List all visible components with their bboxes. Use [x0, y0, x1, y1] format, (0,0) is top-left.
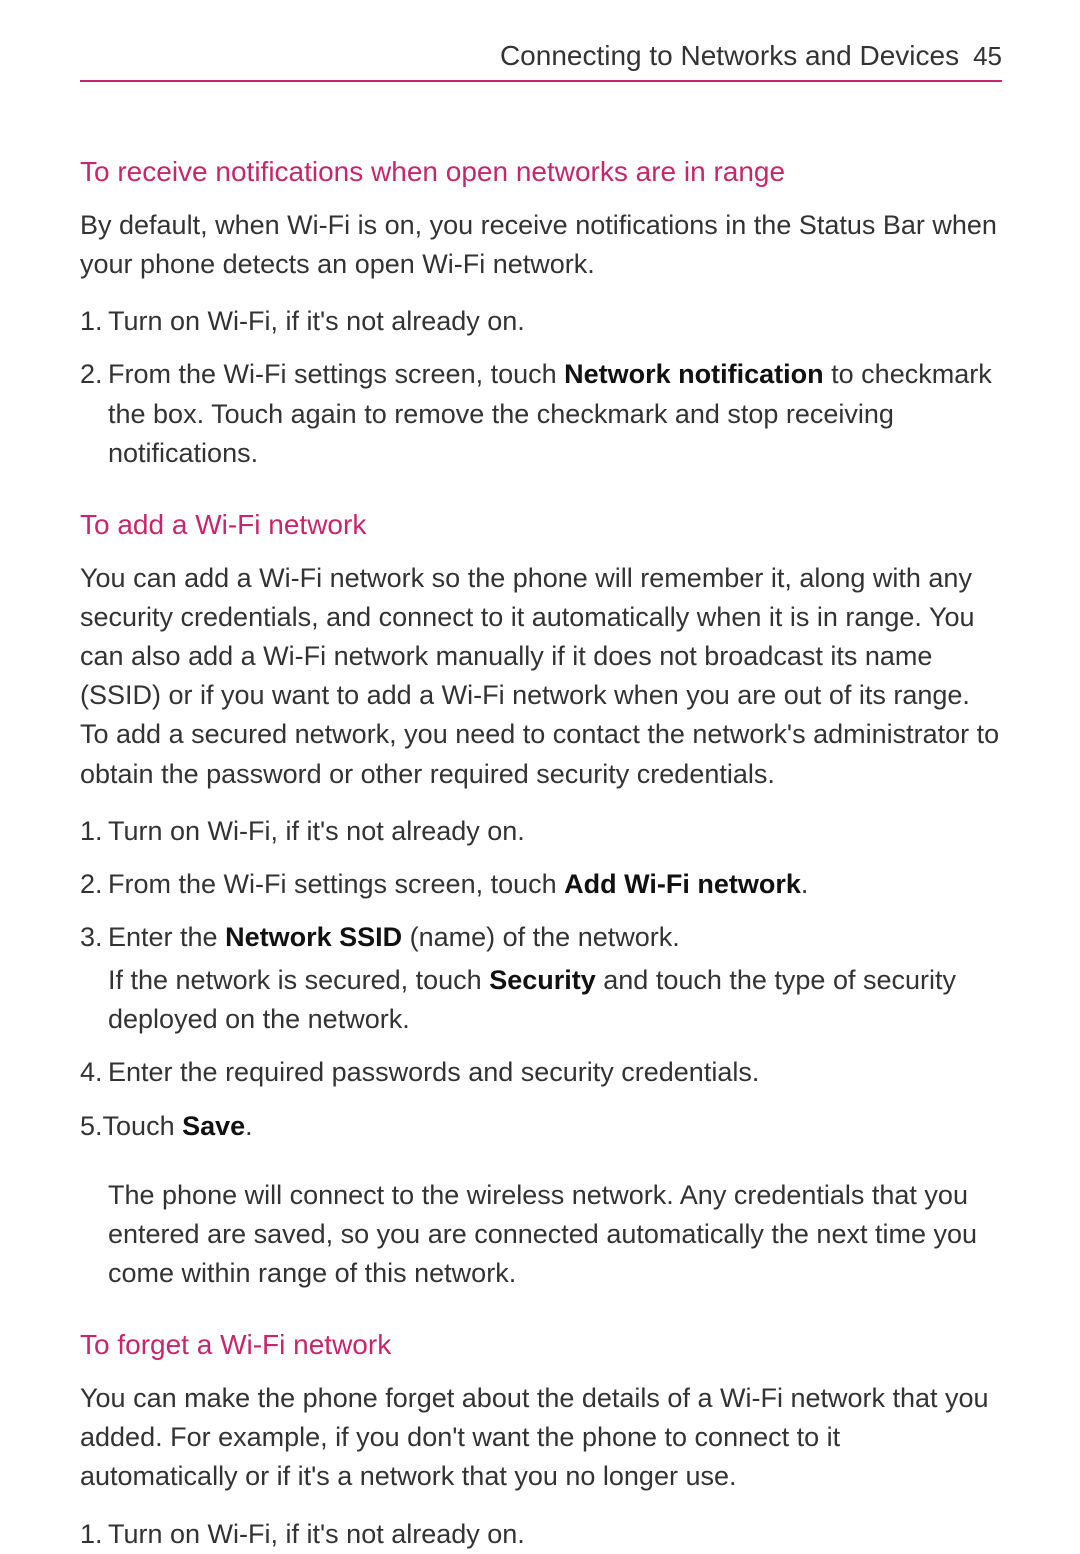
- section-intro: You can make the phone forget about the …: [80, 1379, 1002, 1496]
- text-run: From the Wi-Fi settings screen, touch: [108, 869, 564, 899]
- step-number: 1.: [80, 1515, 108, 1554]
- step-number: 3.: [80, 918, 108, 1039]
- bold-text: Network notification: [564, 359, 824, 389]
- text-run: If the network is secured, touch: [108, 965, 489, 995]
- section-heading: To forget a Wi-Fi network: [80, 1329, 1002, 1361]
- section-heading: To add a Wi-Fi network: [80, 509, 1002, 541]
- text-run: Enter the: [108, 922, 225, 952]
- step-item: 5.Touch Save.: [80, 1107, 1002, 1146]
- step-list: 1. Turn on Wi-Fi, if it's not already on…: [80, 302, 1002, 473]
- text-run: .: [245, 1111, 253, 1141]
- step-trailing: The phone will connect to the wireless n…: [80, 1176, 1002, 1293]
- text-run: Turn on Wi-Fi, if it's not already on.: [108, 306, 525, 336]
- text-run: Touch: [103, 1111, 183, 1141]
- step-item: 2. From the Wi-Fi settings screen, touch…: [80, 865, 1002, 904]
- section-intro: You can add a Wi-Fi network so the phone…: [80, 559, 1002, 794]
- page-content: To receive notifications when open netwo…: [80, 82, 1002, 1554]
- text-run: From the Wi-Fi settings screen, touch: [108, 359, 564, 389]
- bold-text: Save: [182, 1111, 245, 1141]
- step-item: 1. Turn on Wi-Fi, if it's not already on…: [80, 812, 1002, 851]
- step-body: From the Wi-Fi settings screen, touch Ne…: [108, 355, 1002, 472]
- step-body: Turn on Wi-Fi, if it's not already on.: [108, 1515, 1002, 1554]
- step-number: 2.: [80, 355, 108, 472]
- step-body: Turn on Wi-Fi, if it's not already on.: [108, 812, 1002, 851]
- bold-text: Security: [489, 965, 596, 995]
- step-body: Touch Save.: [103, 1107, 1002, 1146]
- running-title: Connecting to Networks and Devices: [500, 40, 959, 72]
- text-run: Turn on Wi-Fi, if it's not already on.: [108, 816, 525, 846]
- text-run: Enter the required passwords and securit…: [108, 1057, 759, 1087]
- bold-text: Network SSID: [225, 922, 402, 952]
- page-root: Connecting to Networks and Devices 45 To…: [80, 40, 1002, 1492]
- step-item: 1. Turn on Wi-Fi, if it's not already on…: [80, 1515, 1002, 1554]
- text-run: Turn on Wi-Fi, if it's not already on.: [108, 1519, 525, 1549]
- text-run: (name) of the network.: [402, 922, 680, 952]
- step-number: 4.: [80, 1053, 108, 1092]
- step-list: 1. Turn on Wi-Fi, if it's not already on…: [80, 812, 1002, 1146]
- step-item: 1. Turn on Wi-Fi, if it's not already on…: [80, 302, 1002, 341]
- section-heading: To receive notifications when open netwo…: [80, 156, 1002, 188]
- step-number: 1.: [80, 812, 108, 851]
- step-item: 4. Enter the required passwords and secu…: [80, 1053, 1002, 1092]
- step-body: Enter the Network SSID (name) of the net…: [108, 918, 1002, 1039]
- text-run: .: [801, 869, 809, 899]
- step-item: 3. Enter the Network SSID (name) of the …: [80, 918, 1002, 1039]
- bold-text: Add Wi-Fi network: [564, 869, 801, 899]
- section-intro: By default, when Wi-Fi is on, you receiv…: [80, 206, 1002, 284]
- step-body: From the Wi-Fi settings screen, touch Ad…: [108, 865, 1002, 904]
- step-number: 2.: [80, 865, 108, 904]
- step-body: Enter the required passwords and securit…: [108, 1053, 1002, 1092]
- step-body: Turn on Wi-Fi, if it's not already on.: [108, 302, 1002, 341]
- step-number: 1.: [80, 302, 108, 341]
- running-header: Connecting to Networks and Devices 45: [80, 40, 1002, 82]
- step-list: 1. Turn on Wi-Fi, if it's not already on…: [80, 1515, 1002, 1554]
- page-number: 45: [973, 41, 1002, 72]
- step-subtext: If the network is secured, touch Securit…: [108, 961, 1002, 1039]
- step-item: 2. From the Wi-Fi settings screen, touch…: [80, 355, 1002, 472]
- step-number: 5.: [80, 1107, 103, 1146]
